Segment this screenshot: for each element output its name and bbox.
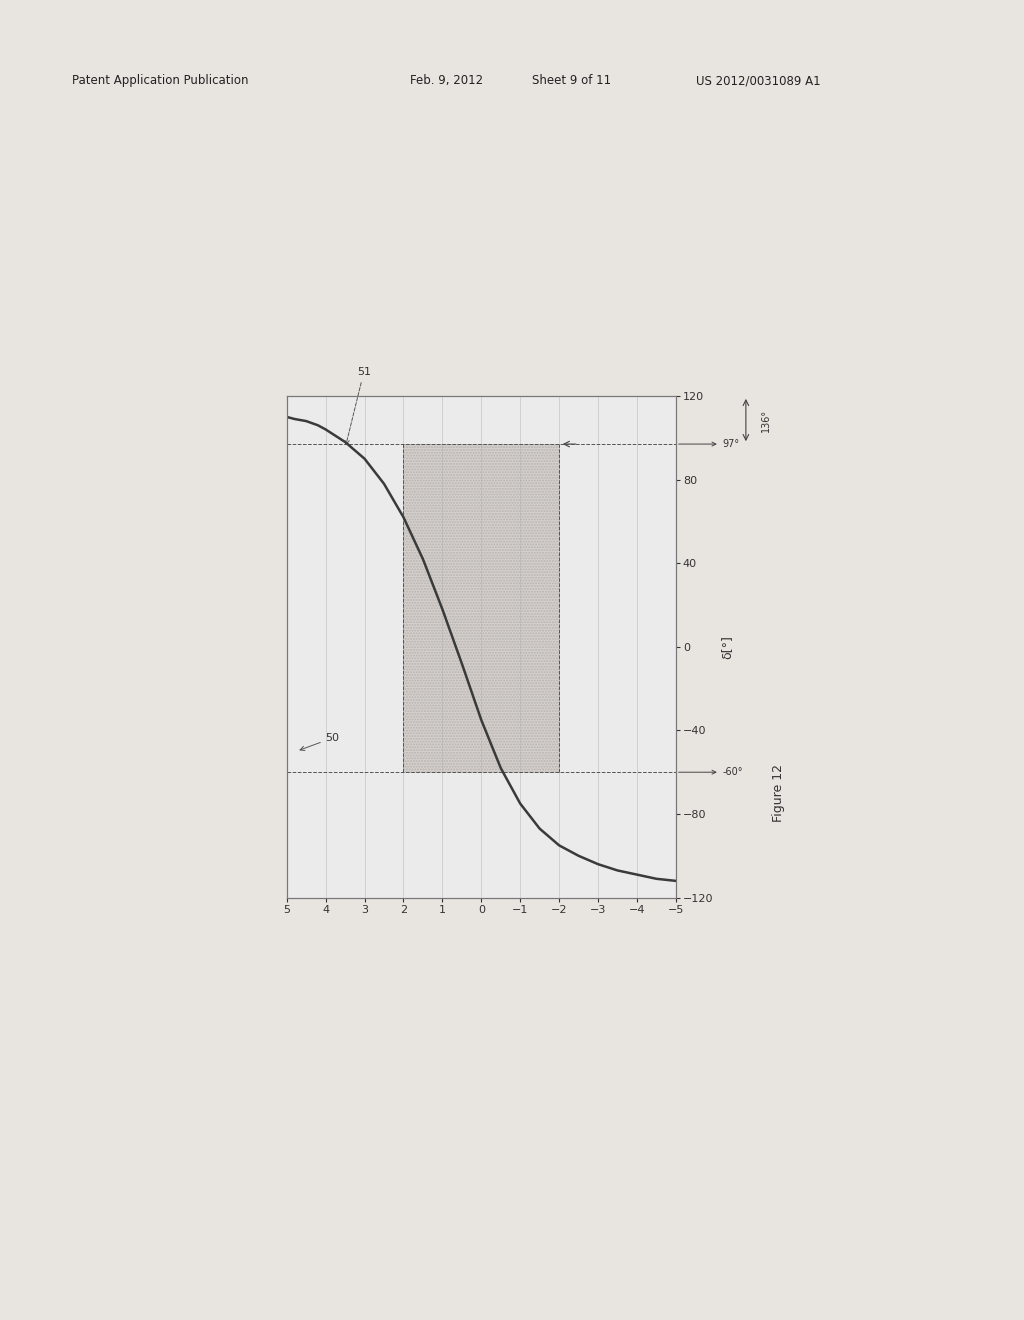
Text: 50: 50 xyxy=(300,733,340,751)
Text: 136°: 136° xyxy=(762,408,771,432)
Text: 51: 51 xyxy=(345,367,371,445)
Bar xyxy=(403,444,559,772)
Text: Patent Application Publication: Patent Application Publication xyxy=(72,74,248,87)
Text: US 2012/0031089 A1: US 2012/0031089 A1 xyxy=(696,74,821,87)
Bar xyxy=(403,444,559,772)
Text: -60°: -60° xyxy=(679,767,743,777)
Text: Feb. 9, 2012: Feb. 9, 2012 xyxy=(410,74,482,87)
Text: 97°: 97° xyxy=(679,440,739,449)
Y-axis label: δ[°]: δ[°] xyxy=(720,635,733,659)
Text: Figure 12: Figure 12 xyxy=(772,764,784,822)
Text: Sheet 9 of 11: Sheet 9 of 11 xyxy=(532,74,611,87)
